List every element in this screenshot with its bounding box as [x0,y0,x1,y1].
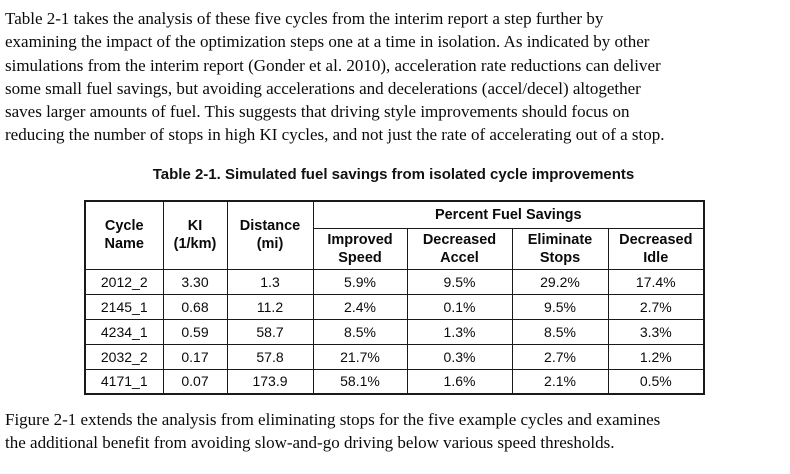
cell-ki: 0.17 [162,343,228,370]
cell-distance: 1.3 [226,268,314,295]
cell-eliminate-stops: 29.2% [511,268,609,295]
cell-decreased-idle: 1.2% [607,343,705,370]
cell-decreased-accel: 0.3% [406,343,513,370]
header-distance: Distance (mi) [226,200,314,270]
cell-decreased-idle: 17.4% [607,268,705,295]
cell-decreased-idle: 2.7% [607,293,705,320]
cell-improved-speed: 8.5% [312,318,408,345]
cell-cycle-name: 2032_2 [84,343,164,370]
cell-decreased-accel: 0.1% [406,293,513,320]
cell-ki: 0.07 [162,368,228,395]
cell-cycle-name: 4234_1 [84,318,164,345]
figure-paragraph: Figure 2-1 extends the analysis from eli… [5,410,661,453]
table-row: 2012_2 3.30 1.3 5.9% 9.5% 29.2% 17.4% [84,268,705,295]
cell-decreased-idle: 3.3% [607,318,705,345]
header-ki: KI (1/km) [162,200,228,270]
cell-improved-speed: 2.4% [312,293,408,320]
cell-ki: 0.59 [162,318,228,345]
table-row: 4171_1 0.07 173.9 58.1% 1.6% 2.1% 0.5% [84,368,705,395]
cell-decreased-accel: 1.3% [406,318,513,345]
table-row: 2145_1 0.68 11.2 2.4% 0.1% 9.5% 2.7% [84,293,705,320]
cell-eliminate-stops: 9.5% [511,293,609,320]
table-row: 4234_1 0.59 58.7 8.5% 1.3% 8.5% 3.3% [84,318,705,345]
cell-eliminate-stops: 2.1% [511,368,609,395]
cell-improved-speed: 58.1% [312,368,408,395]
cell-cycle-name: 4171_1 [84,368,164,395]
cell-distance: 58.7 [226,318,314,345]
cell-distance: 11.2 [226,293,314,320]
intro-paragraph: Table 2-1 takes the analysis of these fi… [5,9,665,145]
cell-decreased-accel: 1.6% [406,368,513,395]
header-eliminate-stops: Eliminate Stops [511,227,609,270]
cell-cycle-name: 2012_2 [84,268,164,295]
cell-cycle-name: 2145_1 [84,293,164,320]
fuel-savings-table: Cycle Name KI (1/km) Distance (mi) Perce… [84,200,706,395]
cell-eliminate-stops: 2.7% [511,343,609,370]
cell-ki: 0.68 [162,293,228,320]
table-row: 2032_2 0.17 57.8 21.7% 0.3% 2.7% 1.2% [84,343,705,370]
table-caption: Table 2-1. Simulated fuel savings from i… [152,166,635,183]
header-decreased-accel: Decreased Accel [406,227,513,270]
table-header-group-row: Cycle Name KI (1/km) Distance (mi) Perce… [84,200,705,270]
cell-decreased-idle: 0.5% [607,368,705,395]
header-cycle-name: Cycle Name [84,200,164,270]
cell-improved-speed: 21.7% [312,343,408,370]
header-percent-fuel-savings: Percent Fuel Savings [312,200,705,229]
cell-distance: 57.8 [226,343,314,370]
cell-eliminate-stops: 8.5% [511,318,609,345]
table-subheader-row: Improved Speed Decreased Accel Eliminate… [85,227,705,270]
header-improved-speed: Improved Speed [312,227,408,270]
header-decreased-idle: Decreased Idle [607,227,705,270]
cell-distance: 173.9 [226,368,314,395]
cell-ki: 3.30 [162,268,228,295]
cell-improved-speed: 5.9% [312,268,408,295]
cell-decreased-accel: 9.5% [406,268,513,295]
